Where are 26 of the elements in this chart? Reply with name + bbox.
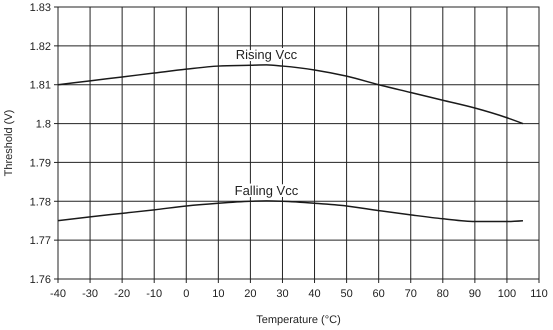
x-tick-label: 60 [372,288,385,300]
x-tick-label: 50 [340,288,353,300]
y-tick-label: 1.83 [30,2,51,14]
x-tick-label: 110 [530,288,548,300]
x-axis-title: Temperature (°C) [256,314,341,326]
y-tick-label: 1.77 [30,235,51,248]
x-tick-label: -10 [146,288,162,300]
x-tick-label: 90 [468,288,481,300]
x-tick-label: 0 [183,288,190,300]
y-tick-label: 1.79 [30,157,51,170]
y-tick-label: 1.82 [30,40,51,53]
x-tick-label: -40 [50,288,66,300]
x-tick-label: 30 [276,288,289,300]
x-tick-label: 20 [244,288,257,300]
x-tick-label: 80 [436,288,449,300]
x-tick-label: 70 [404,288,417,300]
y-tick-label: 1.8 [36,118,51,131]
x-tick-label: 10 [212,288,224,300]
x-tick-label: -20 [114,288,130,300]
x-tick-label: 100 [498,288,516,300]
y-tick-label: 1.76 [30,274,51,286]
y-tick-label: 1.81 [30,80,51,92]
y-axis-title: Threshold (V) [3,110,15,176]
y-tick-label: 1.78 [30,196,51,208]
x-tick-label: 40 [308,288,321,300]
x-tick-label: -30 [82,288,98,300]
